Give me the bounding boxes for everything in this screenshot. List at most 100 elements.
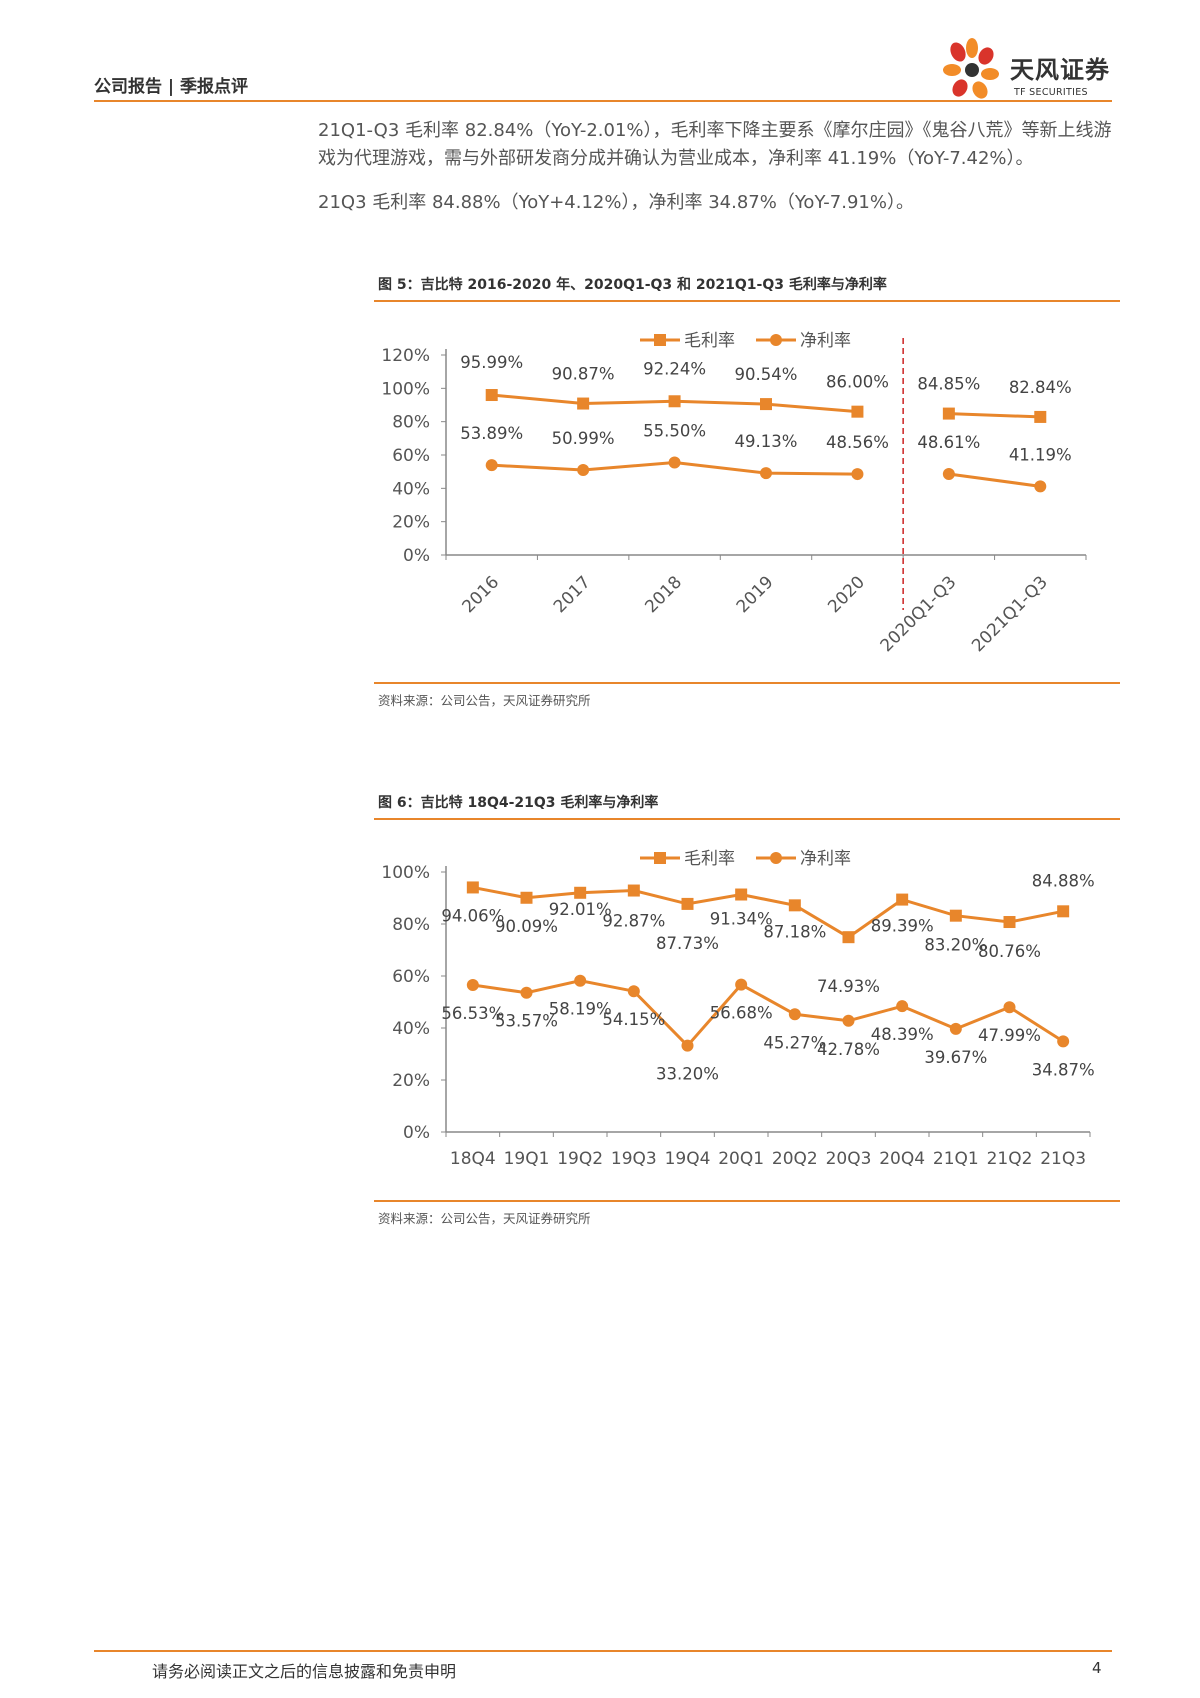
paragraph-margin-q3: 21Q3 毛利率 84.88%（YoY+4.12%），净利率 34.87%（Yo…: [318, 192, 914, 213]
chart2-x-tick-label: 19Q4: [665, 1149, 711, 1169]
chart2-net-data-label: 54.15%: [602, 1010, 665, 1029]
chart2-legend-label: 净利率: [800, 849, 851, 869]
chart2-net-data-label: 33.20%: [656, 1065, 719, 1084]
chart2-net-data-label: 42.78%: [817, 1040, 880, 1059]
chart2-x-tick-label: 20Q3: [826, 1149, 872, 1169]
chart1-y-tick-label: 40%: [392, 479, 430, 499]
chart1-gross-data-label: 90.54%: [735, 365, 798, 384]
chart1-net-margin-point: [942, 467, 955, 480]
chart2-net-margin-point: [627, 985, 640, 998]
chart2-gross-data-label: 92.87%: [602, 912, 665, 931]
chart1-net-margin-point: [668, 456, 681, 469]
chart2-gross-data-label: 87.73%: [656, 934, 719, 953]
chart2-gross-margin-point: [681, 897, 694, 910]
chart1-y-tick-label: 20%: [392, 513, 430, 533]
chart2-y-tick-label: 40%: [392, 1019, 430, 1039]
chart2-gross-data-label: 94.06%: [441, 906, 504, 925]
chart1-y-tick-label: 120%: [381, 346, 430, 366]
chart2-gross-data-label: 91.34%: [710, 910, 773, 929]
figure-5-title: 图 5：吉比特 2016-2020 年、2020Q1-Q3 和 2021Q1-Q…: [378, 277, 887, 293]
chart2-y-tick-label: 100%: [381, 863, 430, 883]
chart1-y-tick-label: 60%: [392, 446, 430, 466]
chart2-gross-margin-point: [842, 931, 855, 944]
chart1-gross-data-label: 84.85%: [917, 375, 980, 394]
paragraph-margin-ytd: 21Q1-Q3 毛利率 82.84%（YoY-2.01%），毛利率下降主要系《摩…: [318, 120, 1112, 169]
chart2-gross-data-label: 92.01%: [549, 900, 612, 919]
chart1-gross-margin-point: [485, 389, 498, 402]
chart1-net-margin-point: [851, 468, 864, 481]
chart2-net-margin-point: [1003, 1001, 1016, 1014]
chart2-net-data-label: 56.53%: [441, 1004, 504, 1023]
chart2-gross-data-label: 74.93%: [817, 977, 880, 996]
chart2-x-tick-label: 20Q4: [879, 1149, 925, 1169]
chart2-net-margin-point: [681, 1039, 694, 1052]
chart2-series-line-gross: [472, 885, 1064, 939]
chart2-net-margin-point: [896, 1000, 909, 1013]
chart2-gross-data-label: 84.88%: [1032, 871, 1095, 890]
chart1-y-tick-label: 0%: [403, 546, 430, 566]
chart2-gross-margin-point: [1057, 905, 1070, 918]
footer-disclaimer: 请务必阅读正文之后的信息披露和免责申明: [152, 1662, 457, 1681]
chart1-gross-margin-point: [760, 398, 772, 411]
chart1-gross-data-label: 82.84%: [1009, 378, 1072, 397]
chart1-x-tick-label: 2019: [733, 572, 778, 617]
chart1-gross-margin-point: [851, 405, 864, 418]
chart1-net-margin-point: [1034, 480, 1047, 493]
chart1-legend-square-marker: [654, 334, 666, 346]
chart2-x-tick-label: 20Q2: [772, 1149, 818, 1169]
chart2-legend-square-marker: [654, 852, 666, 864]
figure-6-bottom-rule: [374, 1200, 1120, 1202]
chart1-net-margin-point: [760, 467, 772, 480]
logo-name-cn: 天风证券: [1010, 56, 1110, 84]
chart2-x-tick-label: 19Q3: [611, 1149, 657, 1169]
chart2-gross-margin-point: [520, 891, 533, 904]
chart1-x-tick-label: 2021Q1-Q3: [968, 572, 1052, 656]
figure-5-top-rule: [374, 300, 1120, 302]
chart2-net-margin-point: [842, 1014, 855, 1027]
chart2-net-data-label: 53.57%: [495, 1012, 558, 1031]
footer-divider: [94, 1650, 1112, 1652]
chart1-gross-margin-point: [668, 395, 681, 408]
chart2-net-margin-point: [788, 1008, 801, 1021]
chart1-net-data-label: 48.61%: [917, 433, 980, 452]
header-divider: [94, 100, 1112, 102]
chart2-gross-data-label: 80.76%: [978, 942, 1041, 961]
chart2-gross-margin-point: [949, 909, 962, 922]
chart2-gross-margin-point: [735, 888, 748, 901]
chart2-x-tick-label: 19Q2: [557, 1149, 603, 1169]
chart2-net-data-label: 47.99%: [978, 1026, 1041, 1045]
chart1-net-margin-point: [577, 464, 590, 477]
chart2-gross-data-label: 87.18%: [763, 922, 826, 941]
chart1-legend-circle-marker: [770, 334, 782, 346]
chart1-legend-label: 毛利率: [684, 331, 735, 351]
chart1-y-tick-label: 100%: [381, 379, 430, 399]
chart2-series-line-net: [472, 979, 1064, 1048]
chart1-gross-data-label: 90.87%: [552, 365, 615, 384]
chart2-y-tick-label: 80%: [392, 915, 430, 935]
chart2-gross-margin-point: [574, 886, 587, 899]
chart2-y-tick-label: 0%: [403, 1123, 430, 1143]
chart2-net-data-label: 48.39%: [871, 1025, 934, 1044]
chart2-y-tick-label: 60%: [392, 967, 430, 987]
chart2-net-margin-point: [1057, 1035, 1070, 1048]
chart2-net-margin-point: [466, 979, 479, 992]
chart1-net-margin-point: [485, 459, 498, 472]
chart1-y-tick-label: 80%: [392, 413, 430, 433]
chart1-gross-data-label: 92.24%: [643, 359, 706, 378]
chart2-legend-label: 毛利率: [684, 849, 735, 869]
figure-6-top-rule: [374, 818, 1120, 820]
chart2-gross-margin-point: [788, 899, 801, 912]
chart2-legend-circle-marker: [770, 852, 782, 864]
chart2-gross-data-label: 83.20%: [924, 936, 987, 955]
page-number: 4: [1092, 1659, 1102, 1677]
chart1-legend-label: 净利率: [800, 331, 851, 351]
chart2-net-margin-point: [574, 974, 587, 987]
chart2-y-tick-label: 20%: [392, 1071, 430, 1091]
chart2-x-tick-label: 21Q2: [987, 1149, 1033, 1169]
chart1-gross-margin-point: [577, 397, 590, 410]
chart2-gross-data-label: 89.39%: [871, 917, 934, 936]
chart1-net-data-label: 48.56%: [826, 433, 889, 452]
chart1-gross-data-label: 95.99%: [460, 353, 523, 372]
figure-6-source: 资料来源：公司公告，天风证券研究所: [378, 1211, 591, 1226]
